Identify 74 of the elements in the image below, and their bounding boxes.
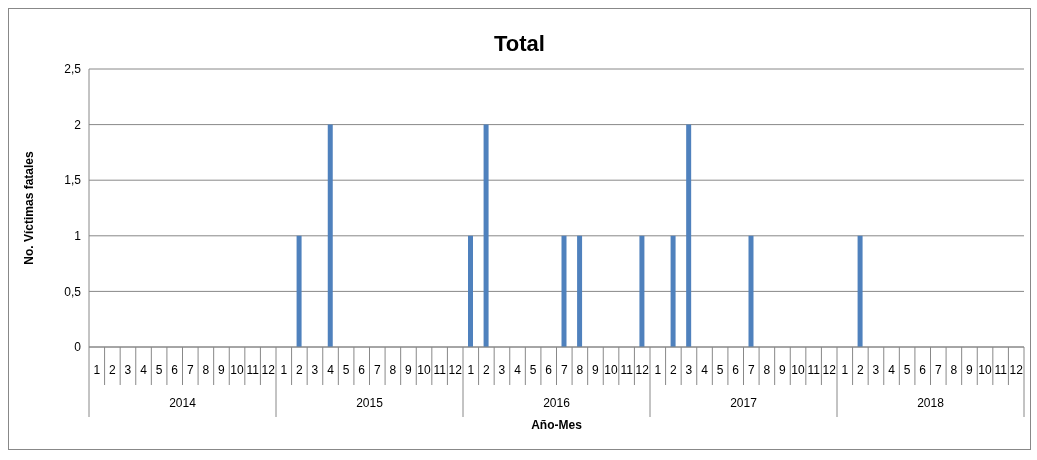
x-tick-label: 9 — [218, 363, 226, 377]
x-tick-label: 10 — [417, 363, 432, 377]
x-tick-label: 10 — [791, 363, 806, 377]
x-tick-label: 11 — [807, 363, 821, 377]
x-tick-label: 4 — [701, 363, 709, 377]
x-tick-label: 4 — [514, 363, 522, 377]
x-tick-label: 5 — [342, 363, 350, 377]
x-tick-label: 5 — [529, 363, 537, 377]
x-tick-label: 12 — [261, 363, 276, 377]
x-tick-label: 9 — [779, 363, 787, 377]
x-tick-label: 9 — [405, 363, 413, 377]
x-tick-label: 4 — [888, 363, 896, 377]
x-tick-label: 2 — [109, 363, 117, 377]
text: 2015 — [356, 396, 384, 410]
x-tick-label: 6 — [545, 363, 553, 377]
x-tick-label: 4 — [140, 363, 148, 377]
text: 2014 — [169, 396, 197, 410]
x-tick-label: 4 — [327, 363, 335, 377]
x-tick-label: 5 — [716, 363, 724, 377]
x-tick-label: 8 — [763, 363, 771, 377]
x-tick-label: 6 — [732, 363, 740, 377]
x-tick-label: 8 — [576, 363, 584, 377]
x-tick-label: 6 — [358, 363, 366, 377]
x-tick-label: 7 — [747, 363, 755, 377]
x-tick-label: 9 — [966, 363, 974, 377]
x-tick-label: 8 — [950, 363, 958, 377]
x-tick-label: 2 — [670, 363, 678, 377]
x-tick-label: 12 — [822, 363, 837, 377]
x-tick-label: 6 — [919, 363, 927, 377]
y-tick-label: 1,5 — [64, 173, 82, 188]
text: 2017 — [730, 396, 758, 410]
x-tick-label: 8 — [389, 363, 397, 377]
x-tick-label: 7 — [373, 363, 381, 377]
x-tick-label: 1 — [654, 363, 662, 377]
x-tick-label: 2 — [483, 363, 491, 377]
chart-title: Total — [493, 31, 546, 57]
x-tick-label: 1 — [280, 363, 288, 377]
y-tick-label: 0,5 — [64, 284, 82, 299]
x-tick-label: 12 — [635, 363, 650, 377]
x-tick-label: 2 — [296, 363, 304, 377]
x-tick-label: 3 — [498, 363, 506, 377]
x-tick-label: 3 — [685, 363, 693, 377]
y-tick-label: 0 — [74, 340, 82, 355]
x-tick-label: 9 — [592, 363, 600, 377]
y-tick-label: 1 — [74, 229, 82, 244]
text: 2016 — [543, 396, 571, 410]
x-tick-label: 1 — [93, 363, 101, 377]
x-tick-label: 3 — [872, 363, 880, 377]
y-axis-title: No. Víctimas fatales — [22, 150, 37, 265]
text: 2018 — [917, 396, 945, 410]
x-tick-label: 11 — [620, 363, 634, 377]
x-tick-label: 3 — [124, 363, 132, 377]
x-tick-label: 1 — [467, 363, 475, 377]
x-tick-label: 7 — [560, 363, 568, 377]
x-tick-label: 11 — [433, 363, 447, 377]
x-tick-label: 7 — [934, 363, 942, 377]
y-tick-label: 2,5 — [64, 62, 82, 77]
x-tick-label: 10 — [978, 363, 993, 377]
x-tick-label: 11 — [994, 363, 1008, 377]
x-axis-title: Año-Mes — [531, 418, 583, 432]
x-tick-label: 12 — [1009, 363, 1024, 377]
x-tick-label: 8 — [202, 363, 210, 377]
x-tick-label: 1 — [841, 363, 849, 377]
y-tick-label: 2 — [74, 117, 82, 132]
x-tick-label: 5 — [155, 363, 163, 377]
x-tick-label: 3 — [311, 363, 319, 377]
x-tick-label: 7 — [186, 363, 194, 377]
x-tick-label: 10 — [604, 363, 619, 377]
x-tick-label: 6 — [171, 363, 179, 377]
x-tick-label: 2 — [857, 363, 865, 377]
x-tick-label: 10 — [230, 363, 245, 377]
x-tick-label: 12 — [448, 363, 463, 377]
x-tick-label: 5 — [903, 363, 911, 377]
x-tick-label: 11 — [246, 363, 260, 377]
